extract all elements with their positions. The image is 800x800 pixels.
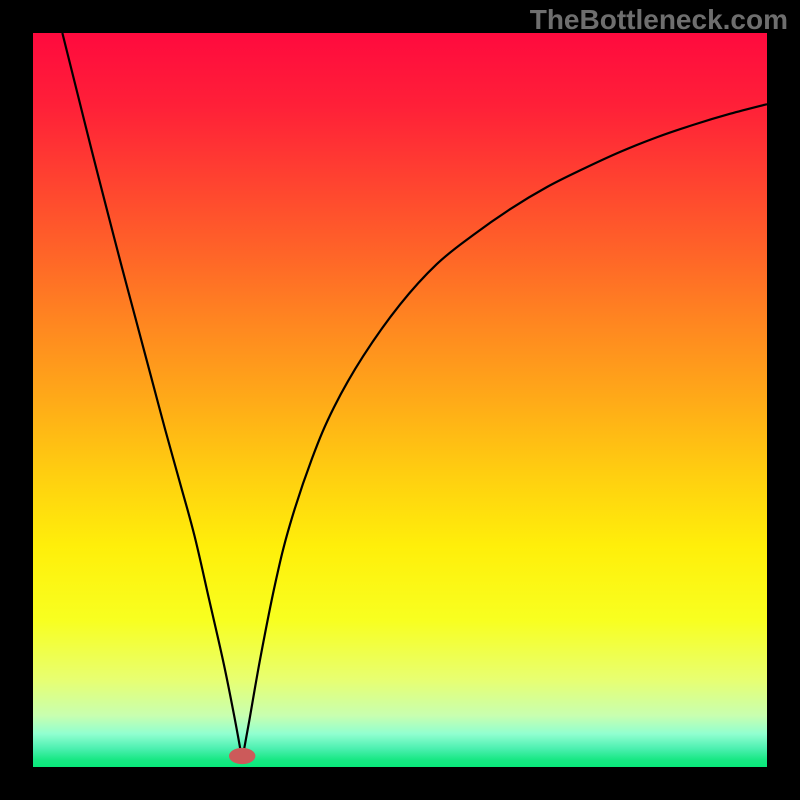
chart-container: TheBottleneck.com (0, 0, 800, 800)
bottleneck-curve-chart (0, 0, 800, 800)
optimal-marker (229, 748, 255, 764)
watermark-text: TheBottleneck.com (530, 4, 788, 36)
plot-gradient (33, 33, 767, 767)
